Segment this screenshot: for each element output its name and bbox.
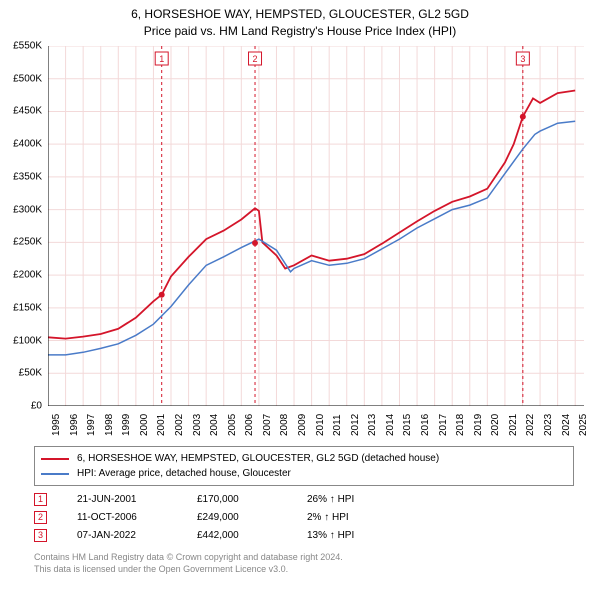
- y-tick-label: £250K: [13, 237, 42, 248]
- marker-date: 07-JAN-2022: [77, 530, 197, 541]
- marker-badge: 2: [34, 511, 47, 524]
- chart-area: 1 2 3: [48, 46, 584, 406]
- x-tick-label: 1999: [121, 414, 132, 436]
- x-tick-label: 2010: [315, 414, 326, 436]
- marker-diff: 2% ↑ HPI: [307, 512, 407, 523]
- x-tick-label: 2017: [438, 414, 449, 436]
- x-tick-label: 2008: [279, 414, 290, 436]
- x-tick-label: 1995: [51, 414, 62, 436]
- x-tick-label: 2018: [455, 414, 466, 436]
- title-block: 6, HORSESHOE WAY, HEMPSTED, GLOUCESTER, …: [0, 0, 600, 42]
- x-tick-label: 2006: [244, 414, 255, 436]
- marker-date: 11-OCT-2006: [77, 512, 197, 523]
- y-tick-label: £450K: [13, 106, 42, 117]
- marker-date: 21-JUN-2001: [77, 494, 197, 505]
- x-tick-label: 2020: [490, 414, 501, 436]
- y-tick-label: £0: [31, 401, 42, 412]
- y-tick-label: £100K: [13, 335, 42, 346]
- x-tick-label: 2019: [473, 414, 484, 436]
- legend-label: 6, HORSESHOE WAY, HEMPSTED, GLOUCESTER, …: [77, 451, 439, 466]
- y-tick-label: £500K: [13, 73, 42, 84]
- x-tick-label: 2000: [139, 414, 150, 436]
- x-tick-label: 2022: [525, 414, 536, 436]
- x-tick-label: 2015: [402, 414, 413, 436]
- legend-row: HPI: Average price, detached house, Glou…: [41, 466, 567, 481]
- marker-badge: 3: [34, 529, 47, 542]
- y-tick-label: £350K: [13, 171, 42, 182]
- svg-text:3: 3: [520, 54, 525, 64]
- footnote: Contains HM Land Registry data © Crown c…: [34, 552, 343, 575]
- x-tick-label: 1998: [104, 414, 115, 436]
- x-tick-label: 2009: [297, 414, 308, 436]
- x-tick-label: 2025: [578, 414, 589, 436]
- marker-table: 1 21-JUN-2001£170,00026% ↑ HPI 2 11-OCT-200…: [34, 490, 574, 544]
- x-tick-label: 2005: [227, 414, 238, 436]
- marker-diff: 13% ↑ HPI: [307, 530, 407, 541]
- y-tick-label: £400K: [13, 139, 42, 150]
- footnote-line1: Contains HM Land Registry data © Crown c…: [34, 552, 343, 564]
- x-tick-label: 2004: [209, 414, 220, 436]
- marker-badge: 1: [34, 493, 47, 506]
- y-tick-label: £150K: [13, 302, 42, 313]
- footnote-line2: This data is licensed under the Open Gov…: [34, 564, 343, 576]
- svg-text:1: 1: [159, 54, 164, 64]
- legend-box: 6, HORSESHOE WAY, HEMPSTED, GLOUCESTER, …: [34, 446, 574, 486]
- svg-text:2: 2: [253, 54, 258, 64]
- y-axis-labels: £0£50K£100K£150K£200K£250K£300K£350K£400…: [0, 46, 44, 406]
- x-tick-label: 2002: [174, 414, 185, 436]
- x-tick-label: 1997: [86, 414, 97, 436]
- marker-price: £170,000: [197, 494, 307, 505]
- marker-row: 3 07-JAN-2022£442,00013% ↑ HPI: [34, 526, 574, 544]
- chart-svg: 1 2 3: [48, 46, 584, 406]
- x-tick-label: 1996: [69, 414, 80, 436]
- x-tick-label: 2013: [367, 414, 378, 436]
- title-line2: Price paid vs. HM Land Registry's House …: [0, 23, 600, 40]
- title-line1: 6, HORSESHOE WAY, HEMPSTED, GLOUCESTER, …: [0, 6, 600, 23]
- y-tick-label: £300K: [13, 204, 42, 215]
- x-tick-label: 2023: [543, 414, 554, 436]
- x-tick-label: 2024: [561, 414, 572, 436]
- legend-label: HPI: Average price, detached house, Glou…: [77, 466, 291, 481]
- legend-swatch: [41, 473, 69, 475]
- x-tick-label: 2003: [192, 414, 203, 436]
- x-tick-label: 2011: [332, 414, 343, 436]
- y-tick-label: £200K: [13, 270, 42, 281]
- marker-row: 1 21-JUN-2001£170,00026% ↑ HPI: [34, 490, 574, 508]
- y-tick-label: £50K: [19, 368, 42, 379]
- y-tick-label: £550K: [13, 41, 42, 52]
- x-tick-label: 2012: [350, 414, 361, 436]
- x-axis-labels: 1995 1996 1997 1998 1999 2000 2001 2002 2003 2004…: [48, 406, 584, 446]
- legend-swatch: [41, 458, 69, 460]
- marker-price: £249,000: [197, 512, 307, 523]
- legend-row: 6, HORSESHOE WAY, HEMPSTED, GLOUCESTER, …: [41, 451, 567, 466]
- x-tick-label: 2021: [508, 414, 519, 436]
- x-tick-label: 2014: [385, 414, 396, 436]
- x-tick-label: 2007: [262, 414, 273, 436]
- marker-price: £442,000: [197, 530, 307, 541]
- x-tick-label: 2016: [420, 414, 431, 436]
- marker-row: 2 11-OCT-2006£249,0002% ↑ HPI: [34, 508, 574, 526]
- marker-diff: 26% ↑ HPI: [307, 494, 407, 505]
- chart-container: 6, HORSESHOE WAY, HEMPSTED, GLOUCESTER, …: [0, 0, 600, 590]
- x-tick-label: 2001: [156, 414, 167, 436]
